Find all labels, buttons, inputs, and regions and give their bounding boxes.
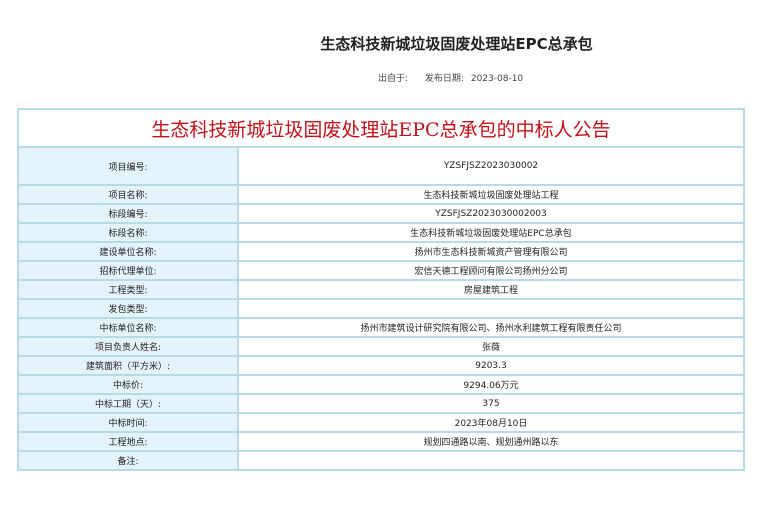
field-value: 生态科技新城垃圾固废处理站EPC总承包 bbox=[237, 222, 745, 243]
table-row: 项目编号: YZSFJSZ2023030002 bbox=[17, 146, 745, 186]
field-label: 中标工期（天）: bbox=[17, 393, 239, 414]
field-value: 扬州市建筑设计研究院有限公司、扬州水利建筑工程有限责任公司 bbox=[237, 317, 745, 338]
table-row: 中标时间: 2023年08月10日 bbox=[17, 412, 745, 433]
field-value: 规划四通路以南、规划通州路以东 bbox=[237, 431, 745, 452]
table-row: 中标价: 9294.06万元 bbox=[17, 374, 745, 395]
page-title: 生态科技新城垃圾固废处理站EPC总承包 bbox=[320, 35, 593, 53]
field-value: 张薇 bbox=[237, 336, 745, 357]
source-label: 出自于: bbox=[378, 74, 409, 84]
field-label: 备注: bbox=[17, 450, 239, 471]
field-value: 宏信天德工程顾问有限公司扬州分公司 bbox=[237, 260, 745, 281]
table-row: 标段名称: 生态科技新城垃圾固废处理站EPC总承包 bbox=[17, 222, 745, 243]
field-label: 工程地点: bbox=[17, 431, 239, 452]
publish-date: 2023-08-10 bbox=[470, 74, 524, 84]
table-row: 标段编号: YZSFJSZ2023030002003 bbox=[17, 203, 745, 224]
field-value: 9203.3 bbox=[237, 355, 745, 376]
notice-title: 生态科技新城垃圾固废处理站EPC总承包的中标人公告 bbox=[17, 108, 745, 148]
field-label: 项目名称: bbox=[17, 184, 239, 205]
field-label: 项目负责人姓名: bbox=[17, 336, 239, 357]
field-value: YZSFJSZ2023030002 bbox=[237, 146, 745, 186]
field-value: YZSFJSZ2023030002003 bbox=[237, 203, 745, 224]
field-label: 发包类型: bbox=[17, 298, 239, 319]
field-value: 扬州市生态科技新城资产管理有限公司 bbox=[237, 241, 745, 262]
table-row: 中标单位名称: 扬州市建筑设计研究院有限公司、扬州水利建筑工程有限责任公司 bbox=[17, 317, 745, 338]
field-value bbox=[237, 450, 745, 471]
table-row: 工程地点: 规划四通路以南、规划通州路以东 bbox=[17, 431, 745, 452]
field-value bbox=[237, 298, 745, 319]
field-label: 建筑面积（平方米）: bbox=[17, 355, 239, 376]
table-row: 工程类型: 房屋建筑工程 bbox=[17, 279, 745, 300]
table-row: 招标代理单位: 宏信天德工程顾问有限公司扬州分公司 bbox=[17, 260, 745, 281]
field-label: 标段编号: bbox=[17, 203, 239, 224]
table-row: 备注: bbox=[17, 450, 745, 471]
field-label: 标段名称: bbox=[17, 222, 239, 243]
field-label: 中标价: bbox=[17, 374, 239, 395]
field-label: 中标单位名称: bbox=[17, 317, 239, 338]
table-row: 发包类型: bbox=[17, 298, 745, 319]
field-value: 2023年08月10日 bbox=[237, 412, 745, 433]
field-label: 中标时间: bbox=[17, 412, 239, 433]
table-row: 中标工期（天）: 375 bbox=[17, 393, 745, 414]
field-value: 9294.06万元 bbox=[237, 374, 745, 395]
table-row: 项目负责人姓名: 张薇 bbox=[17, 336, 745, 357]
field-label: 工程类型: bbox=[17, 279, 239, 300]
table-row: 建筑面积（平方米）: 9203.3 bbox=[17, 355, 745, 376]
field-value: 房屋建筑工程 bbox=[237, 279, 745, 300]
article-meta: 出自于: 发布日期: 2023-08-10 bbox=[378, 71, 537, 84]
field-value: 生态科技新城垃圾固废处理站工程 bbox=[237, 184, 745, 205]
table-row: 项目名称: 生态科技新城垃圾固废处理站工程 bbox=[17, 184, 745, 205]
table-row: 建设单位名称: 扬州市生态科技新城资产管理有限公司 bbox=[17, 241, 745, 262]
field-label: 招标代理单位: bbox=[17, 260, 239, 281]
award-notice-table: 生态科技新城垃圾固废处理站EPC总承包的中标人公告 项目编号: YZSFJSZ20… bbox=[17, 108, 745, 471]
date-label: 发布日期: bbox=[424, 74, 464, 84]
field-label: 建设单位名称: bbox=[17, 241, 239, 262]
field-value: 375 bbox=[237, 393, 745, 414]
field-label: 项目编号: bbox=[17, 146, 239, 186]
